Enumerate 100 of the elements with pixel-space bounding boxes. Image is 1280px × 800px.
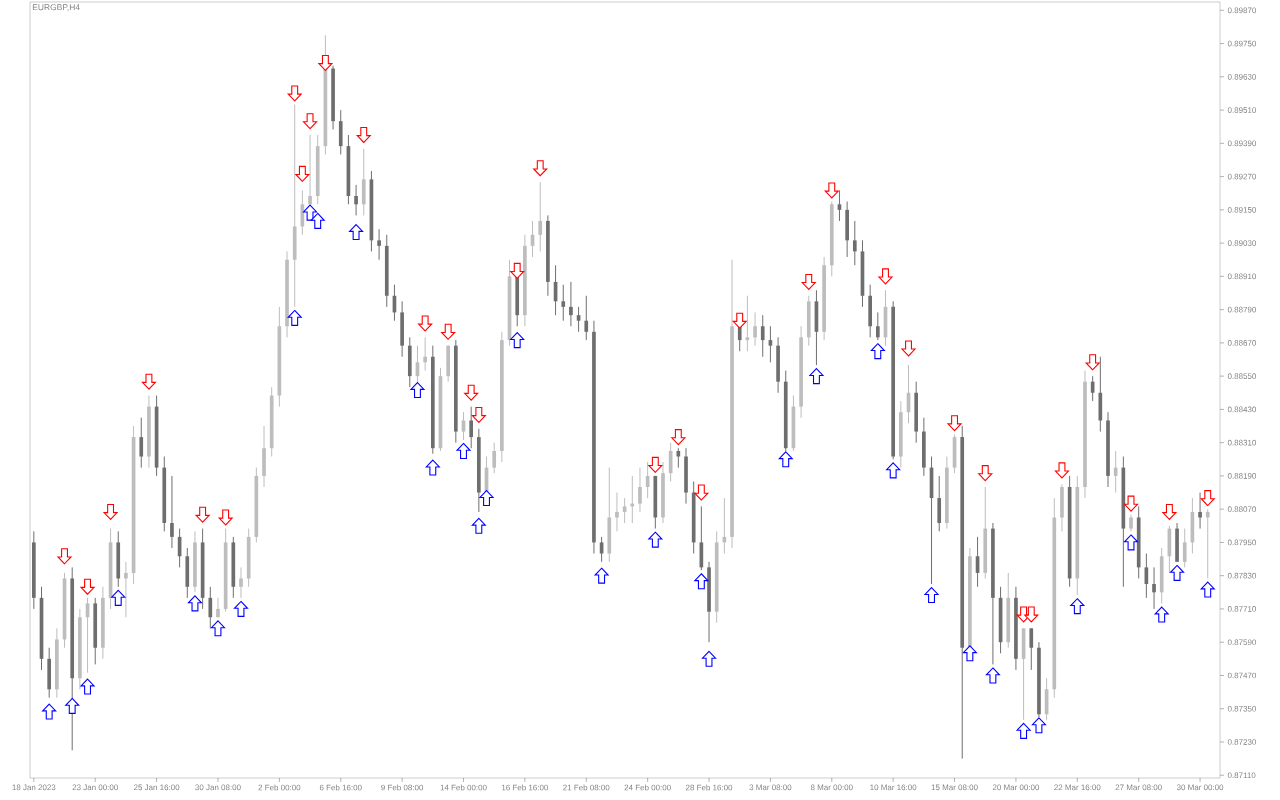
point bbox=[1054, 462, 1070, 479]
candlestick bbox=[668, 442, 673, 482]
candlestick bbox=[1198, 492, 1202, 530]
point bbox=[1031, 717, 1046, 734]
point bbox=[533, 160, 548, 177]
point bbox=[441, 323, 456, 340]
point bbox=[479, 490, 494, 507]
point bbox=[287, 309, 302, 326]
point bbox=[1170, 564, 1185, 581]
candlestick bbox=[676, 447, 681, 469]
candlestick bbox=[139, 417, 144, 469]
point bbox=[103, 503, 118, 520]
point bbox=[195, 506, 210, 523]
candlestick bbox=[308, 134, 312, 205]
point bbox=[233, 600, 249, 617]
point bbox=[425, 459, 440, 476]
point bbox=[187, 595, 203, 612]
point bbox=[287, 85, 302, 102]
point bbox=[310, 212, 325, 229]
point bbox=[510, 332, 525, 349]
candlestick bbox=[753, 311, 757, 347]
point bbox=[510, 262, 525, 279]
point bbox=[824, 182, 839, 199]
candlestick bbox=[354, 184, 358, 216]
candlestick bbox=[737, 325, 742, 352]
point bbox=[218, 509, 233, 526]
point bbox=[471, 406, 486, 423]
point bbox=[111, 589, 126, 606]
candlestick bbox=[423, 336, 427, 372]
point bbox=[694, 573, 709, 590]
point bbox=[210, 620, 226, 637]
point bbox=[1070, 598, 1085, 615]
point bbox=[42, 703, 57, 720]
point bbox=[410, 381, 425, 399]
point bbox=[318, 54, 333, 71]
point bbox=[1162, 503, 1177, 520]
candlestick bbox=[170, 475, 174, 549]
candlestick bbox=[377, 228, 381, 261]
candlestick bbox=[576, 306, 581, 333]
point bbox=[648, 531, 663, 548]
point bbox=[1024, 606, 1039, 623]
point bbox=[141, 373, 156, 390]
point bbox=[924, 587, 939, 604]
point bbox=[418, 315, 433, 332]
candlestick bbox=[768, 325, 773, 363]
candlestick bbox=[638, 467, 642, 513]
point bbox=[1016, 722, 1031, 739]
candlestick bbox=[1152, 566, 1156, 610]
candlestick bbox=[1113, 450, 1118, 494]
point bbox=[886, 462, 901, 479]
candlestick bbox=[584, 295, 589, 341]
candlestick bbox=[1205, 508, 1210, 579]
candlestick bbox=[837, 189, 842, 222]
point bbox=[947, 415, 962, 432]
point bbox=[962, 645, 977, 662]
point bbox=[1123, 534, 1139, 551]
candlestick bbox=[124, 561, 128, 618]
point bbox=[778, 451, 793, 468]
point bbox=[809, 368, 824, 385]
point bbox=[732, 312, 747, 329]
candlestick bbox=[1029, 627, 1034, 671]
point bbox=[1200, 581, 1215, 598]
point bbox=[356, 127, 371, 144]
point bbox=[901, 340, 916, 357]
point bbox=[694, 484, 709, 501]
candlestick bbox=[852, 220, 857, 266]
point bbox=[303, 113, 318, 130]
candlestick bbox=[469, 406, 474, 449]
point bbox=[471, 517, 486, 534]
candlestick bbox=[622, 497, 627, 524]
point bbox=[878, 268, 893, 285]
candlestick bbox=[745, 295, 750, 352]
chart-title: EURGBP,H4 bbox=[32, 4, 80, 12]
candlestick bbox=[239, 566, 243, 599]
candlestick bbox=[760, 314, 765, 358]
point bbox=[671, 429, 686, 446]
point bbox=[65, 697, 80, 714]
candlestick bbox=[615, 492, 619, 532]
candlestick bbox=[569, 281, 573, 327]
point bbox=[1154, 606, 1169, 623]
point bbox=[701, 650, 717, 667]
point bbox=[464, 384, 479, 401]
point bbox=[985, 667, 1000, 684]
point bbox=[303, 204, 318, 221]
candlestick bbox=[1182, 528, 1187, 568]
point bbox=[648, 456, 663, 473]
point bbox=[349, 224, 364, 241]
point bbox=[1200, 490, 1215, 507]
candlestick bbox=[875, 311, 880, 341]
point bbox=[295, 165, 310, 182]
point bbox=[80, 578, 95, 595]
candlestick bbox=[208, 586, 213, 629]
candlestick bbox=[492, 442, 497, 474]
point bbox=[57, 548, 72, 565]
point bbox=[594, 567, 609, 584]
point bbox=[1123, 495, 1139, 512]
point bbox=[801, 273, 816, 290]
point bbox=[978, 465, 993, 482]
point bbox=[456, 442, 471, 459]
candlestick bbox=[561, 284, 566, 322]
